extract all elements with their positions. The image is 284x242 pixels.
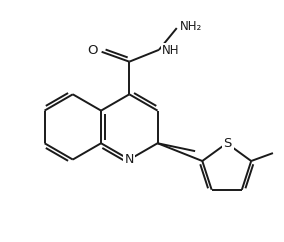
Text: O: O	[87, 44, 98, 57]
Text: N: N	[125, 153, 134, 166]
Text: S: S	[224, 137, 232, 150]
Text: NH₂: NH₂	[180, 20, 202, 33]
Text: NH: NH	[162, 44, 179, 57]
